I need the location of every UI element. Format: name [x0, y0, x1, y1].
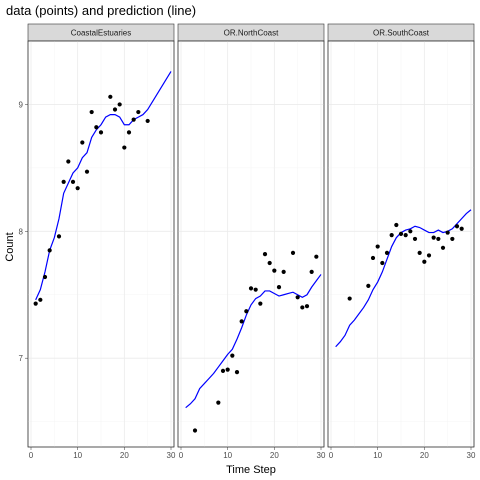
- facet-panel-or-northcoast: OR.NorthCoast 0 10 20 30: [178, 24, 326, 460]
- data-point: [460, 227, 464, 231]
- data-point: [380, 261, 384, 265]
- x-tick-label: 0: [329, 451, 334, 460]
- data-point: [371, 256, 375, 260]
- data-point: [216, 400, 220, 404]
- data-point: [300, 305, 304, 309]
- data-point: [413, 237, 417, 241]
- data-point: [450, 237, 454, 241]
- x-tick-label: 20: [120, 451, 129, 460]
- data-point: [34, 302, 38, 306]
- chart-title: data (points) and prediction (line): [6, 3, 196, 18]
- data-point: [376, 244, 380, 248]
- y-tick-label: 8: [19, 227, 24, 236]
- y-tick-label: 9: [19, 100, 24, 109]
- data-point: [408, 229, 412, 233]
- facet-panel-coastalestuaries: CoastalEstuaries 0 10 20 30: [28, 24, 176, 460]
- data-point: [394, 223, 398, 227]
- data-point: [80, 140, 84, 144]
- data-point: [427, 253, 431, 257]
- data-point: [390, 233, 394, 237]
- data-point: [43, 275, 47, 279]
- data-point: [348, 296, 352, 300]
- data-point: [146, 119, 150, 123]
- data-point: [66, 159, 70, 163]
- facet-strip-label: OR.NorthCoast: [224, 29, 279, 38]
- data-point: [268, 261, 272, 265]
- y-axis: 7 8 9: [19, 100, 28, 363]
- data-point: [193, 428, 197, 432]
- y-axis-label: Count: [4, 232, 16, 261]
- data-point: [99, 130, 103, 134]
- data-point: [385, 251, 389, 255]
- y-tick-label: 7: [19, 354, 24, 363]
- x-tick-label: 10: [73, 451, 82, 460]
- x-tick-label: 10: [373, 451, 382, 460]
- x-tick-label: 0: [179, 451, 184, 460]
- data-point: [71, 180, 75, 184]
- x-tick-label: 30: [317, 451, 326, 460]
- data-point: [90, 110, 94, 114]
- data-point: [57, 234, 61, 238]
- data-point: [249, 286, 253, 290]
- data-point: [296, 295, 300, 299]
- data-point: [366, 284, 370, 288]
- facet-strip-label: CoastalEstuaries: [71, 29, 131, 38]
- data-point: [263, 252, 267, 256]
- data-point: [108, 95, 112, 99]
- data-point: [254, 288, 258, 292]
- data-point: [221, 369, 225, 373]
- data-point: [436, 237, 440, 241]
- data-point: [432, 236, 436, 240]
- data-point: [310, 270, 314, 274]
- facet-panels: CoastalEstuaries 0 10 20 30 OR.NorthCoast 0 10 2…: [28, 24, 476, 460]
- data-point: [418, 251, 422, 255]
- data-point: [226, 368, 230, 372]
- data-point: [441, 246, 445, 250]
- x-tick-label: 0: [29, 451, 34, 460]
- data-point: [240, 319, 244, 323]
- data-point: [291, 251, 295, 255]
- data-point: [127, 130, 131, 134]
- data-point: [422, 260, 426, 264]
- x-tick-label: 20: [420, 451, 429, 460]
- data-point: [118, 102, 122, 106]
- data-point: [235, 370, 239, 374]
- x-tick-label: 30: [167, 451, 176, 460]
- data-point: [230, 354, 234, 358]
- data-point: [258, 302, 262, 306]
- data-point: [132, 118, 136, 122]
- data-point: [136, 110, 140, 114]
- data-point: [85, 170, 89, 174]
- data-point: [48, 248, 52, 252]
- data-point: [62, 180, 66, 184]
- data-point: [404, 233, 408, 237]
- data-point: [94, 125, 98, 129]
- data-point: [282, 270, 286, 274]
- data-point: [113, 107, 117, 111]
- data-point: [305, 304, 309, 308]
- data-point: [455, 224, 459, 228]
- data-point: [38, 298, 42, 302]
- facet-strip-label: OR.SouthCoast: [373, 29, 430, 38]
- data-point: [76, 186, 80, 190]
- x-tick-label: 20: [270, 451, 279, 460]
- data-point: [399, 232, 403, 236]
- data-point: [244, 309, 248, 313]
- x-axis-label: Time Step: [226, 464, 276, 476]
- data-point: [314, 255, 318, 259]
- data-point: [446, 230, 450, 234]
- data-point: [277, 285, 281, 289]
- facet-panel-or-southcoast: OR.SouthCoast 0 10 20 30: [328, 24, 476, 460]
- x-tick-label: 30: [467, 451, 476, 460]
- data-point: [122, 145, 126, 149]
- data-point: [272, 269, 276, 273]
- x-tick-label: 10: [223, 451, 232, 460]
